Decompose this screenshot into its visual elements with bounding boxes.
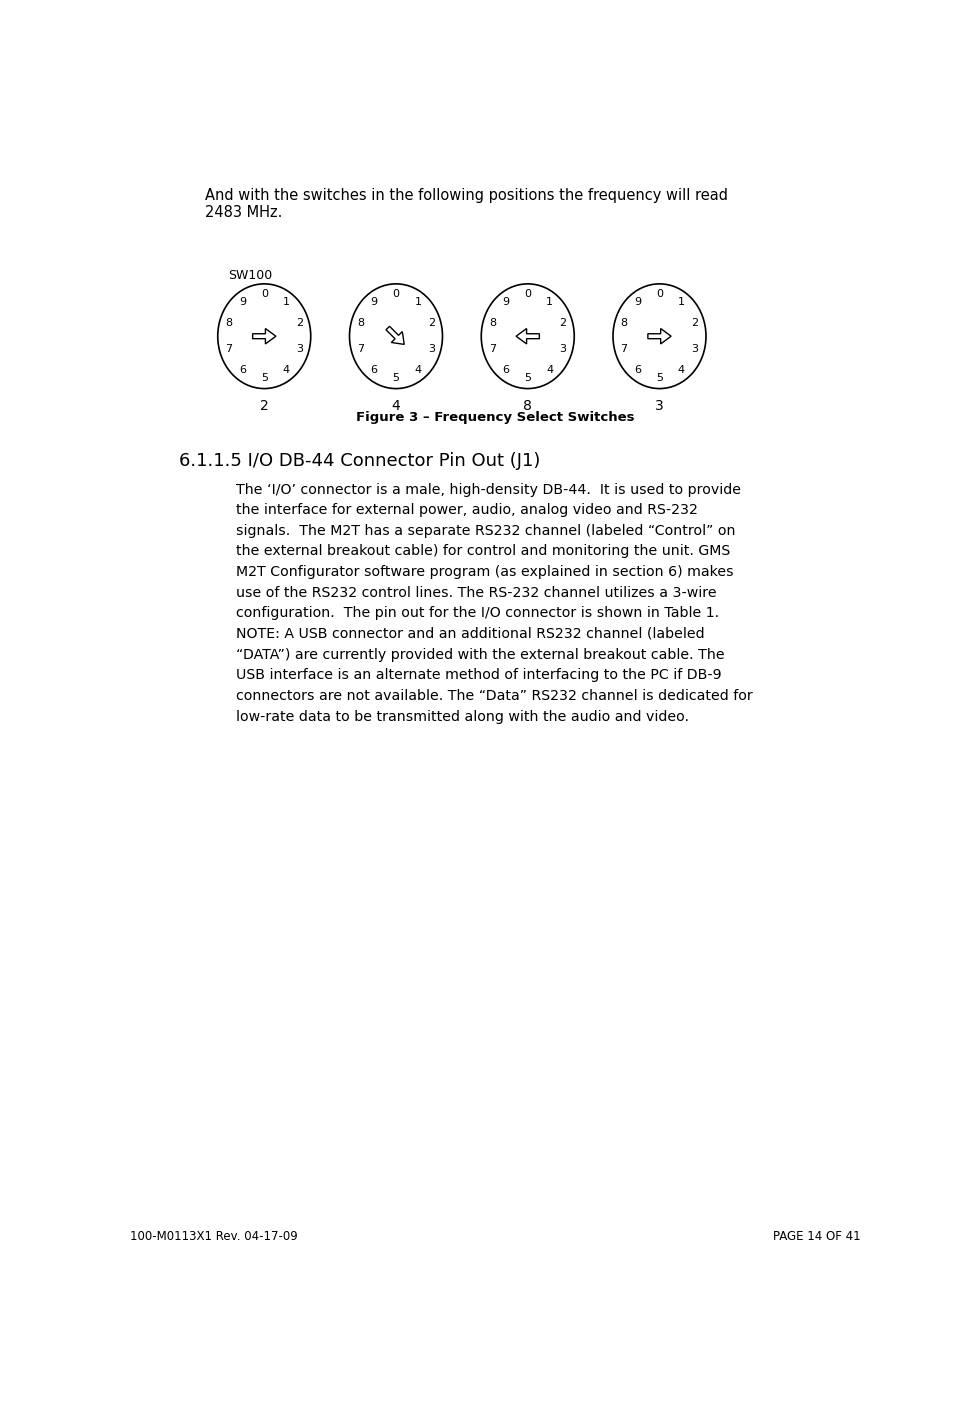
FancyArrow shape bbox=[386, 327, 404, 344]
Text: 9: 9 bbox=[502, 297, 510, 307]
Text: And with the switches in the following positions the frequency will read: And with the switches in the following p… bbox=[205, 188, 727, 202]
Text: 2483 MHz.: 2483 MHz. bbox=[205, 205, 282, 220]
Text: SW100: SW100 bbox=[228, 269, 272, 282]
Text: 6: 6 bbox=[634, 365, 641, 375]
Text: 6: 6 bbox=[370, 365, 378, 375]
Text: 1: 1 bbox=[546, 297, 553, 307]
Text: PAGE 14 OF 41: PAGE 14 OF 41 bbox=[774, 1230, 861, 1243]
FancyArrow shape bbox=[252, 328, 276, 344]
Text: 9: 9 bbox=[634, 297, 641, 307]
Text: 8: 8 bbox=[523, 398, 532, 412]
Text: 5: 5 bbox=[656, 373, 663, 383]
Text: 3: 3 bbox=[560, 344, 567, 354]
Text: 0: 0 bbox=[656, 289, 663, 299]
Text: The ‘I/O’ connector is a male, high-density DB-44.  It is used to provide: The ‘I/O’ connector is a male, high-dens… bbox=[236, 483, 741, 497]
Text: 9: 9 bbox=[370, 297, 378, 307]
Text: 0: 0 bbox=[393, 289, 399, 299]
Text: 8: 8 bbox=[488, 318, 496, 328]
FancyArrow shape bbox=[648, 328, 671, 344]
Text: 7: 7 bbox=[621, 344, 628, 354]
Text: Figure 3 – Frequency Select Switches: Figure 3 – Frequency Select Switches bbox=[356, 411, 635, 424]
Text: 6: 6 bbox=[239, 365, 246, 375]
Text: 2: 2 bbox=[296, 318, 304, 328]
Text: use of the RS232 control lines. The RS-232 channel utilizes a 3-wire: use of the RS232 control lines. The RS-2… bbox=[236, 585, 717, 599]
Text: 6: 6 bbox=[503, 365, 510, 375]
FancyArrow shape bbox=[516, 328, 540, 344]
Text: the external breakout cable) for control and monitoring the unit. GMS: the external breakout cable) for control… bbox=[236, 544, 730, 558]
Text: connectors are not available. The “Data” RS232 channel is dedicated for: connectors are not available. The “Data”… bbox=[236, 689, 752, 703]
Text: 3: 3 bbox=[427, 344, 435, 354]
Text: 8: 8 bbox=[357, 318, 365, 328]
Text: 3: 3 bbox=[296, 344, 303, 354]
Text: 4: 4 bbox=[546, 365, 553, 375]
Text: the interface for external power, audio, analog video and RS-232: the interface for external power, audio,… bbox=[236, 504, 697, 518]
Text: 5: 5 bbox=[524, 373, 531, 383]
Text: 0: 0 bbox=[261, 289, 268, 299]
Text: 100-M0113X1 Rev. 04-17-09: 100-M0113X1 Rev. 04-17-09 bbox=[131, 1230, 298, 1243]
Text: 3: 3 bbox=[691, 344, 698, 354]
Text: 4: 4 bbox=[282, 365, 290, 375]
Text: 5: 5 bbox=[393, 373, 399, 383]
Text: 4: 4 bbox=[678, 365, 685, 375]
Text: 8: 8 bbox=[225, 318, 232, 328]
Text: 2: 2 bbox=[427, 318, 435, 328]
Text: 1: 1 bbox=[415, 297, 422, 307]
Text: 7: 7 bbox=[357, 344, 365, 354]
Text: 1: 1 bbox=[678, 297, 685, 307]
Text: M2T Configurator software program (as explained in section 6) makes: M2T Configurator software program (as ex… bbox=[236, 565, 733, 579]
Text: 4: 4 bbox=[414, 365, 422, 375]
Text: 2: 2 bbox=[560, 318, 567, 328]
Text: 0: 0 bbox=[524, 289, 531, 299]
Text: 7: 7 bbox=[488, 344, 496, 354]
Text: 6.1.1.5 I/O DB-44 Connector Pin Out (J1): 6.1.1.5 I/O DB-44 Connector Pin Out (J1) bbox=[179, 452, 541, 470]
Text: signals.  The M2T has a separate RS232 channel (labeled “Control” on: signals. The M2T has a separate RS232 ch… bbox=[236, 523, 735, 537]
Text: 3: 3 bbox=[655, 398, 664, 412]
Text: 7: 7 bbox=[225, 344, 232, 354]
Text: “DATA”) are currently provided with the external breakout cable. The: “DATA”) are currently provided with the … bbox=[236, 648, 724, 662]
Text: low-rate data to be transmitted along with the audio and video.: low-rate data to be transmitted along wi… bbox=[236, 710, 689, 724]
Text: 5: 5 bbox=[261, 373, 268, 383]
Text: 9: 9 bbox=[239, 297, 246, 307]
Text: configuration.  The pin out for the I/O connector is shown in Table 1.: configuration. The pin out for the I/O c… bbox=[236, 606, 718, 620]
Text: 8: 8 bbox=[621, 318, 628, 328]
Text: 1: 1 bbox=[282, 297, 289, 307]
Text: USB interface is an alternate method of interfacing to the PC if DB-9: USB interface is an alternate method of … bbox=[236, 668, 721, 682]
Text: 4: 4 bbox=[392, 398, 400, 412]
Text: 2: 2 bbox=[691, 318, 698, 328]
Text: NOTE: A USB connector and an additional RS232 channel (labeled: NOTE: A USB connector and an additional … bbox=[236, 627, 704, 641]
Text: 2: 2 bbox=[260, 398, 269, 412]
